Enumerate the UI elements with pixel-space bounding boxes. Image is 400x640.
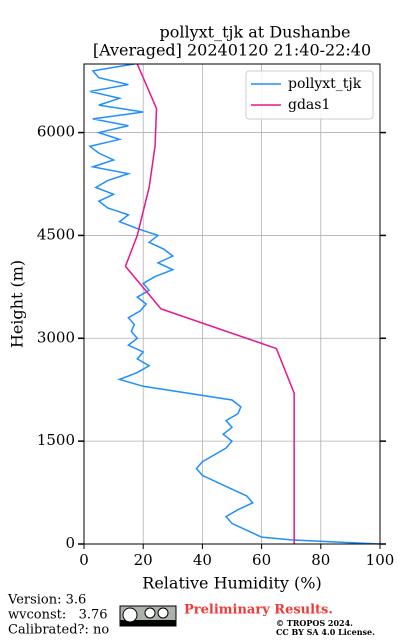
y-tick-label: 3000 bbox=[37, 328, 75, 346]
legend-box bbox=[245, 70, 374, 120]
y-tick-label: 4500 bbox=[37, 225, 75, 243]
x-tick-label: 40 bbox=[193, 551, 212, 569]
y-tick-label: 1500 bbox=[37, 431, 75, 449]
x-tick-label: 80 bbox=[311, 551, 330, 569]
legend-label: gdas1 bbox=[288, 97, 330, 113]
data-line bbox=[124, 63, 295, 544]
preliminary-note: Preliminary Results. bbox=[184, 603, 333, 618]
footer-calibrated: Calibrated?: no bbox=[8, 623, 109, 638]
license: CC BY SA 4.0 License. bbox=[276, 627, 375, 637]
plot-frame bbox=[83, 63, 381, 545]
cc-badge bbox=[119, 605, 177, 627]
footer-version: Version: 3.6 bbox=[7, 593, 86, 608]
legend-label: pollyxt_tjk bbox=[288, 76, 362, 92]
chart-subtitle: [Averaged] 20240120 21:40-22:40 bbox=[93, 41, 371, 60]
footer-wvconst: wvconst: 3.76 bbox=[8, 608, 108, 623]
chart-title: pollyxt_tjk at Dushanbe bbox=[159, 23, 350, 42]
y-tick-label: 0 bbox=[65, 534, 75, 552]
copyright: © TROPOS 2024. bbox=[276, 618, 353, 628]
y-tick-label: 6000 bbox=[37, 123, 75, 141]
x-tick-label: 20 bbox=[134, 551, 153, 569]
x-tick-label: 60 bbox=[252, 551, 271, 569]
data-line bbox=[88, 63, 381, 545]
x-axis-label: Relative Humidity (%) bbox=[142, 574, 321, 593]
x-tick-label: 100 bbox=[366, 551, 395, 569]
y-axis-label: Height (m) bbox=[8, 260, 27, 348]
x-tick-label: 0 bbox=[79, 551, 89, 569]
